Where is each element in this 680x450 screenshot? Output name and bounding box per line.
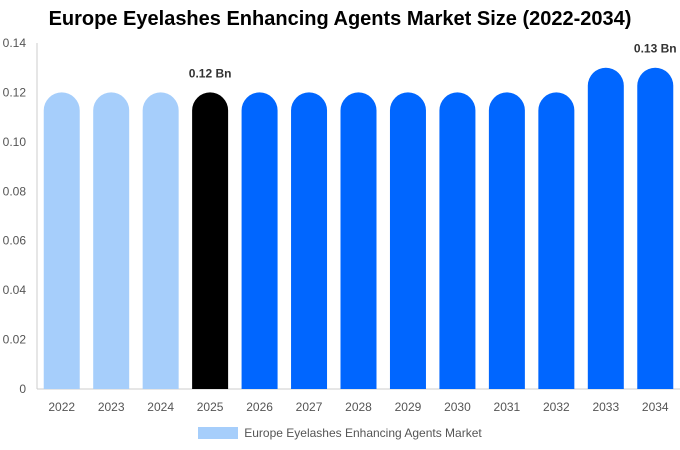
x-tick-label: 2023: [98, 400, 125, 414]
legend: Europe Eyelashes Enhancing Agents Market: [0, 426, 680, 440]
x-tick-label: 2030: [444, 400, 471, 414]
y-tick-label: 0.08: [3, 184, 27, 198]
y-tick-label: 0: [19, 382, 26, 396]
data-label: 0.12 Bn: [189, 66, 232, 80]
y-tick-label: 0.12: [3, 85, 27, 99]
x-tick-label: 2032: [543, 400, 570, 414]
x-tick-label: 2028: [345, 400, 372, 414]
y-tick-label: 0.02: [3, 333, 27, 347]
y-tick-label: 0.06: [3, 234, 27, 248]
x-tick-label: 2031: [494, 400, 521, 414]
y-tick-label: 0.14: [3, 36, 27, 50]
bar-2026: [241, 92, 278, 390]
y-tick-label: 0.04: [3, 283, 27, 297]
bar-2034: [637, 67, 674, 389]
bar-2030: [439, 92, 476, 389]
bar-2029: [389, 92, 426, 389]
legend-label: Europe Eyelashes Enhancing Agents Market: [244, 426, 482, 440]
bar-2022: [43, 92, 80, 389]
x-tick-label: 2024: [147, 400, 174, 414]
bar-2023: [93, 92, 130, 389]
bar-2024: [142, 92, 179, 389]
bar-2032: [538, 92, 575, 389]
x-tick-label: 2025: [197, 400, 224, 414]
bar-2027: [291, 92, 328, 389]
x-tick-label: 2022: [48, 400, 75, 414]
x-tick-label: 2029: [395, 400, 422, 414]
x-tick-label: 2034: [642, 400, 669, 414]
bar-2025: [192, 92, 229, 389]
x-tick-label: 2033: [592, 400, 619, 414]
chart-title: Europe Eyelashes Enhancing Agents Market…: [48, 8, 632, 30]
x-tick-label: 2026: [246, 400, 273, 414]
data-label: 0.13 Bn: [634, 42, 677, 56]
bar-2033: [587, 67, 624, 389]
y-tick-label: 0.10: [3, 135, 27, 149]
bar-2031: [488, 92, 525, 389]
x-tick-label: 2027: [296, 400, 323, 414]
bar-2028: [340, 92, 377, 389]
legend-swatch: [198, 427, 239, 439]
